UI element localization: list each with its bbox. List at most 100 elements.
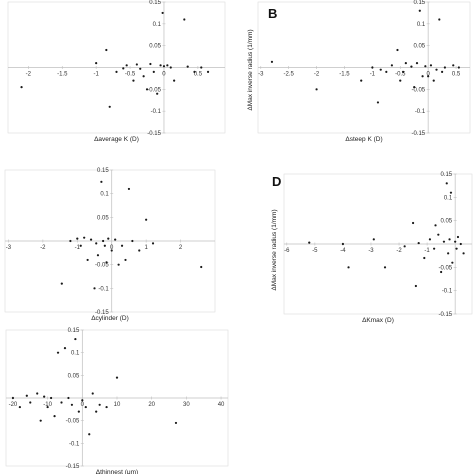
y-tick-label: 0.1 xyxy=(153,22,162,28)
y-tick-label: -0.15 xyxy=(66,464,80,470)
data-point xyxy=(98,403,101,406)
panel-a: -2 -1.5 -1 -0.5 0 0.5 -0.15 -0.1 -0.05 0.05 0.1 0.1… xyxy=(7,0,226,143)
data-point xyxy=(89,238,93,241)
data-point xyxy=(120,244,124,247)
x-tick-label: 0 xyxy=(426,72,430,78)
data-point xyxy=(435,68,438,71)
data-point xyxy=(421,75,424,78)
data-point xyxy=(76,237,79,240)
data-point xyxy=(117,263,120,266)
x-tick-label: 10 xyxy=(114,402,121,408)
panel-c: -3 -2 -1 0 1 2 -0.15 -0.1 -0.05 0.05 0.1 0.15 Δcylin… xyxy=(4,168,216,322)
data-point xyxy=(438,18,441,21)
data-point xyxy=(437,233,440,236)
data-point xyxy=(103,244,106,247)
data-point xyxy=(445,182,448,185)
panel-d: -6 -5 -4 -3 -2 -1 -0.15 -0.1 -0.05 0.05 0.1 0.15 ΔKm… xyxy=(271,172,473,324)
y-tick-label: 0.05 xyxy=(68,373,80,379)
data-point xyxy=(433,247,436,250)
y-tick-label: 0.15 xyxy=(149,0,161,6)
data-point xyxy=(84,405,87,409)
y-tick-label: -0.15 xyxy=(411,131,425,137)
data-point xyxy=(206,70,210,73)
x-tick-label: 0.5 xyxy=(194,72,203,78)
data-point xyxy=(125,64,128,67)
data-point xyxy=(145,88,149,91)
data-point xyxy=(102,239,105,243)
data-point xyxy=(447,252,450,255)
y-tick-label: -0.15 xyxy=(95,310,109,316)
x-tick-label: 20 xyxy=(148,402,155,408)
x-tick-label: -10 xyxy=(43,402,52,408)
data-point xyxy=(91,392,94,395)
y-tick-label: -0.1 xyxy=(151,109,162,115)
data-point xyxy=(56,351,60,354)
data-point xyxy=(462,252,465,255)
data-point xyxy=(96,254,100,257)
y-tick-label: 0.05 xyxy=(413,44,425,50)
data-point xyxy=(142,75,145,78)
data-point xyxy=(454,240,457,243)
data-point xyxy=(93,287,96,290)
data-point xyxy=(414,284,417,288)
x-tick-label: -20 xyxy=(9,402,18,408)
y-tick-label: 0.05 xyxy=(440,219,452,225)
panel-letter: D xyxy=(272,174,281,189)
data-point xyxy=(43,395,46,398)
data-point xyxy=(417,241,420,245)
data-point xyxy=(376,101,380,104)
x-tick-label: 0.5 xyxy=(452,72,461,78)
data-point xyxy=(60,401,63,404)
panel-letter: B xyxy=(268,6,277,21)
data-point xyxy=(379,68,382,71)
x-tick-label: 0 xyxy=(162,72,166,78)
data-point xyxy=(25,394,28,397)
x-axis-label: Δaverage K (D) xyxy=(94,136,139,143)
x-axis-label: Δthinnest (μm) xyxy=(96,469,138,474)
data-point xyxy=(79,244,82,247)
y-tick-label: -0.05 xyxy=(438,265,452,271)
data-point xyxy=(452,64,455,67)
data-point xyxy=(183,18,186,21)
data-point xyxy=(161,11,164,15)
data-point xyxy=(383,266,387,269)
data-point xyxy=(36,392,39,395)
x-tick-label: -4 xyxy=(340,248,346,254)
data-point xyxy=(74,337,77,341)
y-tick-label: 0.15 xyxy=(97,168,109,174)
data-point xyxy=(108,105,111,108)
y-tick-label: 0.05 xyxy=(97,215,109,221)
data-point xyxy=(115,70,118,73)
data-point xyxy=(70,403,74,406)
y-axis-label: ΔMax inverse radius (1/mm) xyxy=(247,29,254,110)
y-tick-label: 0.1 xyxy=(100,192,109,198)
y-tick-label: -0.15 xyxy=(438,312,452,318)
data-point xyxy=(403,245,406,248)
y-tick-label: 0.15 xyxy=(413,0,425,6)
x-tick-label: -2 xyxy=(396,248,402,254)
data-point xyxy=(151,242,155,245)
y-tick-label: -0.15 xyxy=(147,131,161,137)
x-tick-label: -0.5 xyxy=(125,72,136,78)
data-point xyxy=(193,70,196,73)
data-point xyxy=(371,66,374,69)
data-point xyxy=(149,62,152,66)
data-point xyxy=(46,405,49,409)
data-point xyxy=(39,419,42,422)
data-point xyxy=(145,218,148,221)
x-axis-label: Δcylinder (D) xyxy=(91,315,129,322)
x-tick-label: -1 xyxy=(424,248,430,254)
data-point xyxy=(341,242,345,246)
data-point xyxy=(429,64,433,67)
data-point xyxy=(315,88,318,91)
data-point xyxy=(451,261,454,264)
data-point xyxy=(115,376,119,379)
data-point xyxy=(415,62,419,65)
data-point xyxy=(396,48,399,52)
data-point xyxy=(456,235,460,239)
data-point xyxy=(83,236,86,239)
data-point xyxy=(360,79,363,82)
data-point xyxy=(49,396,53,400)
data-point xyxy=(95,62,98,65)
